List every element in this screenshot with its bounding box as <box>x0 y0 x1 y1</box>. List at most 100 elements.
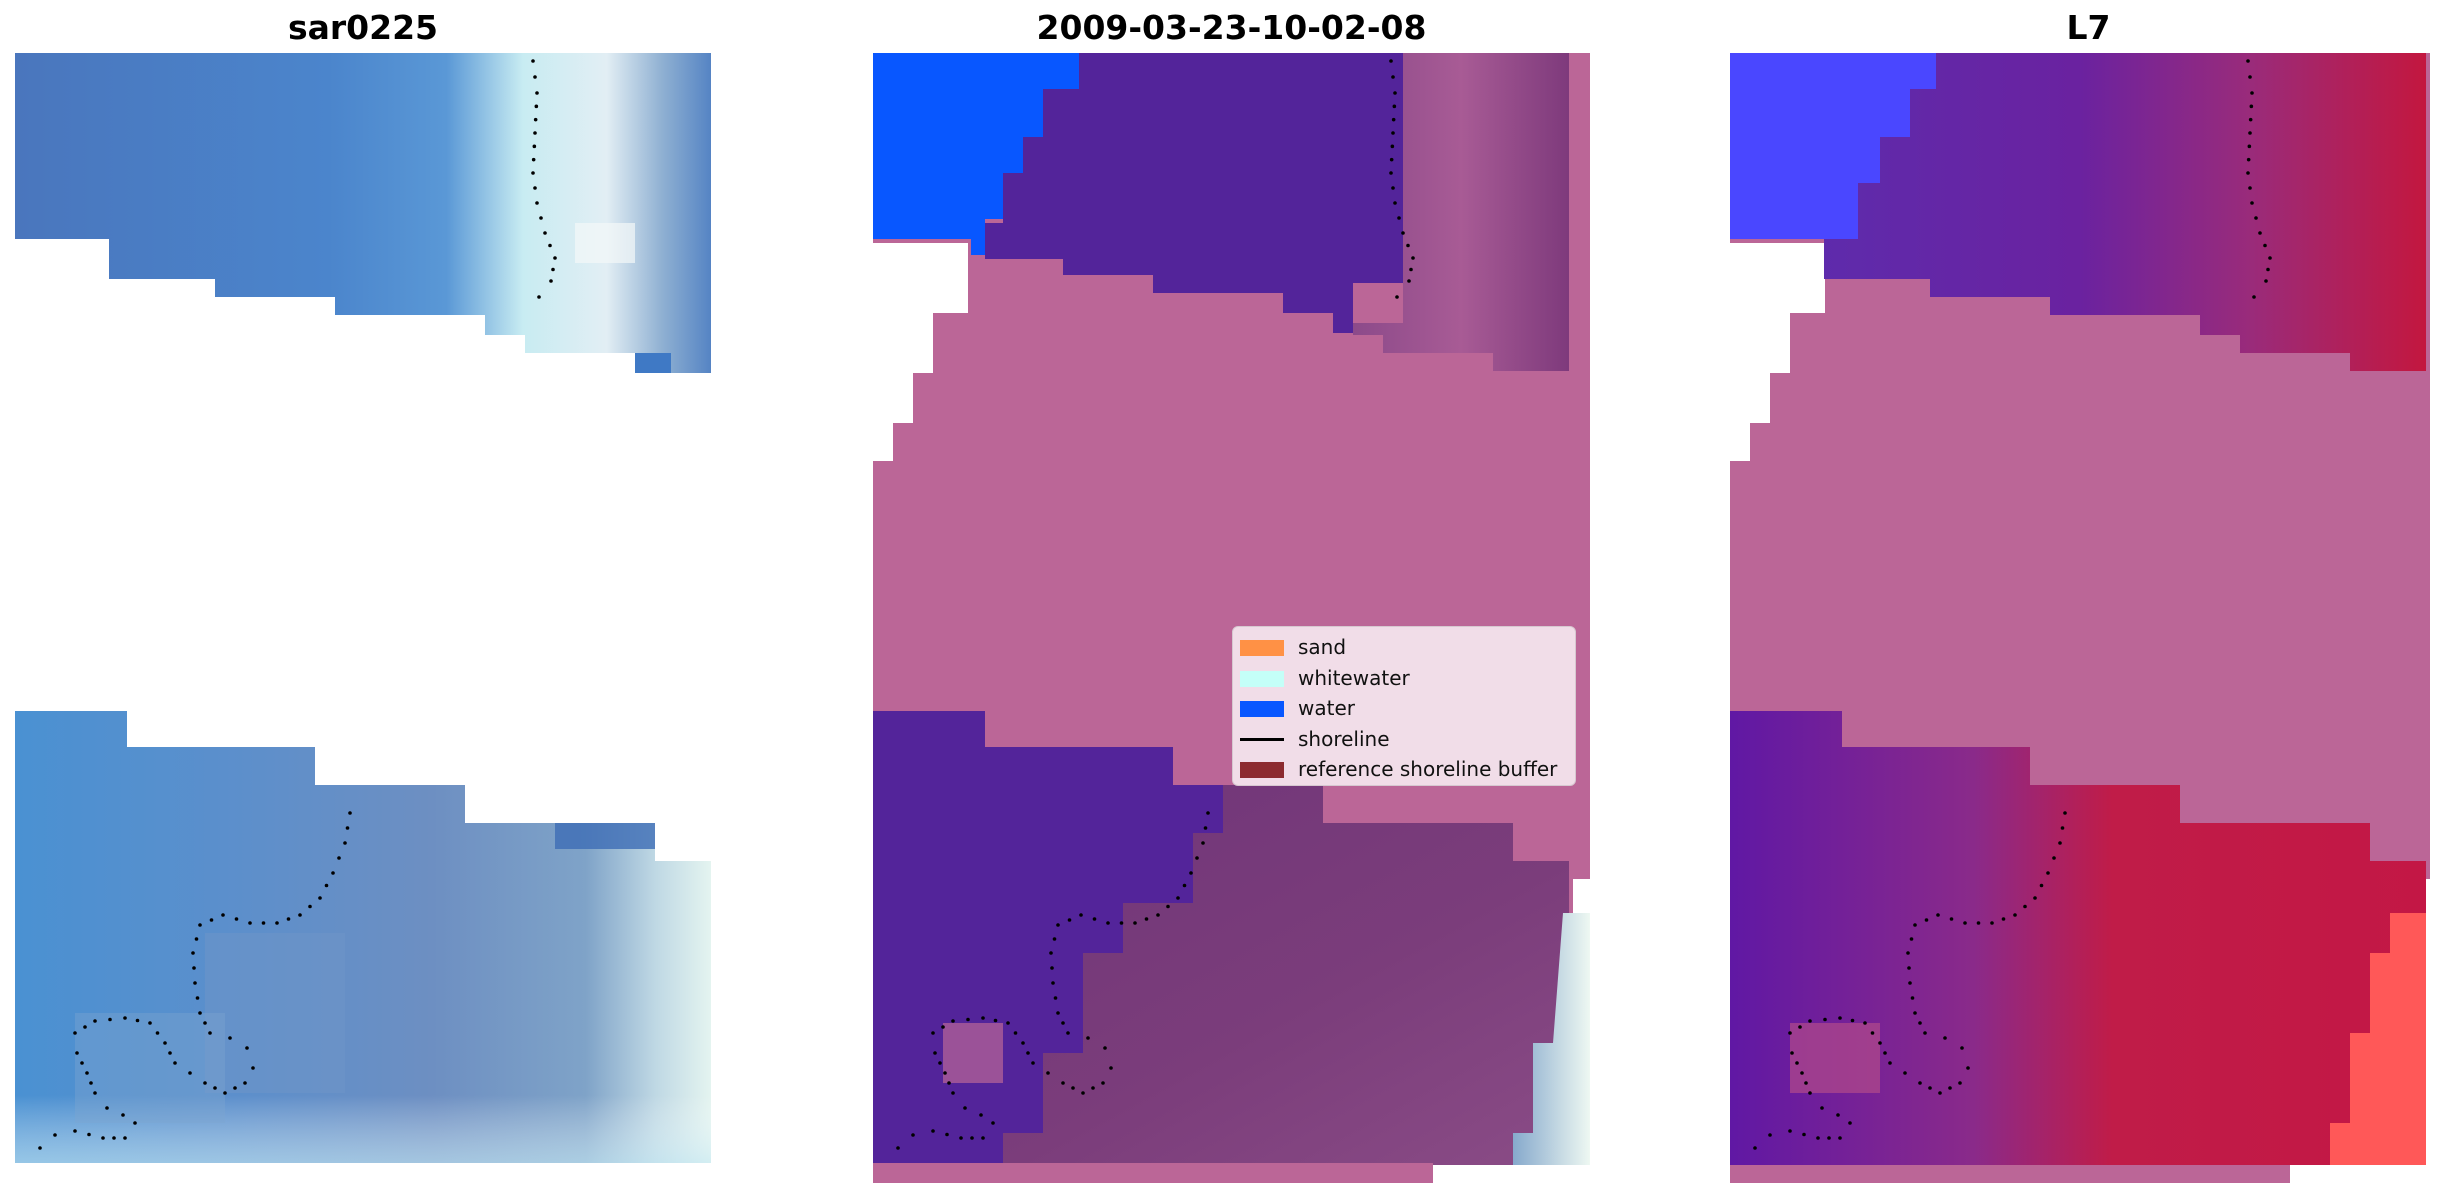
shoreline-dot <box>168 1051 172 1055</box>
shoreline-dot <box>2247 144 2252 149</box>
shoreline-dot <box>1133 921 1137 925</box>
shoreline-dot <box>234 917 239 921</box>
shoreline-dot <box>1401 231 1405 235</box>
shoreline-dot <box>549 279 553 283</box>
shoreline-dot <box>1753 1146 1757 1150</box>
whitewater-class-region <box>1513 913 1590 1165</box>
shoreline-dot <box>1397 216 1401 220</box>
shoreline-dot <box>1800 1071 1804 1075</box>
shoreline-dot <box>943 1071 947 1075</box>
shoreline-dot <box>155 1031 160 1035</box>
shoreline-dot <box>1049 951 1053 955</box>
shoreline-dot <box>1066 1031 1070 1035</box>
shoreline-dot <box>275 921 279 925</box>
panel-title-index: L7 <box>2066 8 2111 47</box>
shoreline-dot <box>1903 1071 1907 1075</box>
shoreline-dot <box>1804 1081 1808 1085</box>
shoreline-dots-index <box>1753 59 2272 1150</box>
shoreline-dot <box>535 201 539 205</box>
shoreline-dot <box>193 981 197 985</box>
shoreline-dot <box>981 1016 985 1020</box>
shoreline-dot <box>1046 1071 1050 1075</box>
legend-label-sand: sand <box>1298 635 1347 659</box>
shoreline-dot <box>1888 1061 1892 1065</box>
shoreline-dot <box>991 1121 995 1125</box>
shoreline-dot <box>1050 966 1054 970</box>
shoreline-dot <box>1808 1019 1812 1023</box>
shoreline-dot <box>931 1129 935 1133</box>
shoreline-dot <box>533 117 538 122</box>
shoreline-dot <box>1026 1051 1030 1055</box>
shoreline-dot <box>2268 256 2272 260</box>
shoreline-dot <box>345 826 350 830</box>
legend-swatch-sand <box>1240 640 1284 656</box>
shoreline-dot <box>331 871 335 875</box>
shoreline-dot <box>198 1011 202 1015</box>
shoreline-dot <box>2058 841 2062 845</box>
shoreline-dot <box>1053 996 1058 1000</box>
shoreline-dot <box>2063 811 2067 815</box>
shoreline-dot <box>896 1146 900 1150</box>
shoreline-dot <box>931 1031 935 1035</box>
shoreline-dot <box>348 811 352 815</box>
shoreline-dot <box>2246 59 2250 63</box>
shoreline-dot <box>2248 186 2252 190</box>
shoreline-dot <box>123 1136 127 1140</box>
shoreline-dot <box>148 1021 152 1025</box>
shoreline-dot <box>947 1081 951 1085</box>
legend-item-sand: sand <box>1233 632 1575 663</box>
shoreline-dot <box>1908 981 1912 985</box>
shoreline-dot <box>1101 1081 1105 1085</box>
shoreline-dot <box>1391 131 1395 135</box>
rgb-top-region <box>15 53 711 373</box>
legend-label-whitewater: whitewater <box>1298 665 1410 690</box>
shoreline-dot <box>1863 1021 1867 1025</box>
shoreline-dot <box>1071 1086 1075 1090</box>
shoreline-dot <box>286 917 291 921</box>
shoreline-dot <box>531 171 535 175</box>
shoreline-dot <box>1808 1091 1812 1095</box>
shoreline-dot <box>1189 871 1193 875</box>
shoreline-dot <box>981 1136 985 1140</box>
shoreline-dot <box>535 91 539 95</box>
shoreline-dot <box>1013 1031 1018 1035</box>
shoreline-dot <box>1788 1129 1792 1133</box>
shoreline-dot <box>1910 996 1915 1000</box>
shoreline-dot <box>2013 913 2017 917</box>
shoreline-dot <box>1790 1051 1794 1055</box>
index-bright-red-region <box>2330 913 2426 1165</box>
shoreline-dot <box>2033 896 2037 900</box>
shoreline-dot <box>209 918 214 922</box>
shoreline-dot <box>53 1133 57 1137</box>
shoreline-dot <box>2248 131 2252 135</box>
shoreline-dot <box>1156 913 1160 917</box>
shoreline-dot <box>1976 921 1981 925</box>
shoreline-dot <box>1918 1081 1922 1085</box>
shoreline-dot <box>1392 104 1397 109</box>
shoreline-dot <box>73 1031 77 1035</box>
shoreline-dot <box>2248 117 2253 122</box>
legend-swatch-whitewater <box>1240 670 1284 687</box>
shoreline-dot <box>308 904 312 909</box>
shoreline-dot <box>2250 201 2254 205</box>
shoreline-dot <box>1870 1031 1875 1035</box>
shoreline-dot <box>248 921 252 925</box>
index-bottom-region <box>1730 711 2426 1165</box>
shoreline-dot <box>1056 923 1060 927</box>
shoreline-dot <box>1820 1106 1824 1110</box>
legend-item-whitewater: whitewater <box>1233 663 1575 694</box>
shoreline-dot <box>1021 1041 1025 1045</box>
legend-item-water: water <box>1233 693 1575 724</box>
legend-label-shoreline: shoreline <box>1298 726 1390 751</box>
shoreline-dot <box>1206 811 1210 815</box>
shoreline-dot <box>1067 918 1072 922</box>
shoreline-dot <box>1176 896 1180 900</box>
legend-swatch-water <box>1240 701 1284 717</box>
shoreline-dot <box>123 1016 127 1020</box>
shoreline-dot <box>112 1136 116 1140</box>
shoreline-dot <box>1389 171 1393 175</box>
shoreline-dot <box>198 923 202 927</box>
shoreline-dot <box>1061 1021 1065 1025</box>
shoreline-dot <box>1144 917 1149 921</box>
